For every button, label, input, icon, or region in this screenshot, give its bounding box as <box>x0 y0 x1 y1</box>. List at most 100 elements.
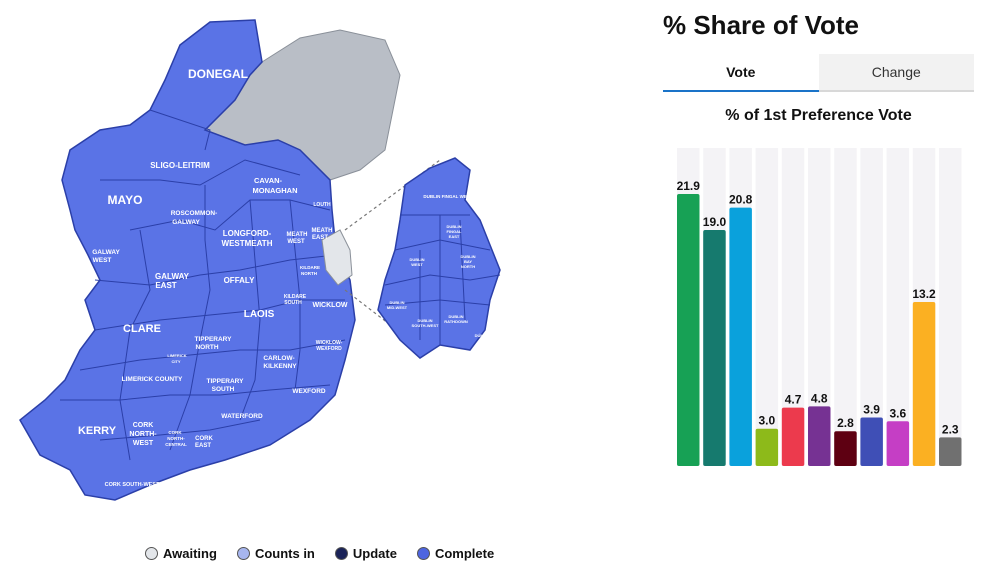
bar-value-label: 3.9 <box>863 403 880 417</box>
label-limerick-county: LIMERICK COUNTY <box>122 376 183 383</box>
label-kildare-north-2: NORTH <box>301 271 317 276</box>
label-kildare-north-1: KILDARE <box>300 265 320 270</box>
label-galway-west-1: GALWAY <box>92 249 120 256</box>
constituency-boundaries <box>60 109 346 461</box>
label-dublin-west-1: DUBLIN <box>409 257 424 262</box>
label-dublin-south-west-1: DUBLIN <box>417 318 432 323</box>
label-dublin-mid-west-1: DUBLIN <box>389 300 404 305</box>
label-dublin-south-west-2: SOUTH-WEST <box>412 323 439 328</box>
bar[interactable] <box>886 421 910 466</box>
legend-label-complete: Complete <box>434 545 495 561</box>
dublin-inset[interactable] <box>377 157 501 359</box>
bar-background <box>939 148 962 466</box>
bar[interactable] <box>677 194 700 466</box>
bar-value-label: 20.8 <box>729 193 753 207</box>
bar[interactable] <box>834 431 857 466</box>
label-offaly: OFFALY <box>224 276 255 285</box>
label-cork-east-1: CORK <box>195 436 213 442</box>
legend-dot-awaiting <box>145 546 158 560</box>
tab-vote[interactable]: Vote <box>663 54 819 92</box>
label-donegal: DONEGAL <box>188 67 248 81</box>
label-cork-north-west-2: NORTH- <box>129 431 157 438</box>
label-meath-west-1: MEATH <box>287 232 308 238</box>
map-legend: Awaiting Counts in Update Complete <box>145 543 494 563</box>
label-cork-north-central-1: CORK <box>168 430 182 435</box>
label-wicklow-wexford-1: WICKLOW- <box>316 340 343 346</box>
label-cork-east-2: EAST <box>195 443 211 449</box>
bar-background <box>886 148 910 466</box>
label-galway-west-2: WEST <box>93 257 112 264</box>
label-dublin-mid-west-2: MID-WEST <box>387 305 408 310</box>
label-dublin-bay-north-3: NORTH <box>461 264 475 269</box>
legend-dot-counts-in <box>236 546 250 560</box>
label-limerick-city-1: LIMERICK <box>167 353 186 358</box>
label-dublin-bay-north-2: BAY <box>464 259 472 264</box>
legend-item-awaiting: Awaiting <box>145 546 217 561</box>
label-roscommon-galway-1: ROSCOMMON- <box>171 210 218 217</box>
label-louth: LOUTH <box>313 202 331 208</box>
bar[interactable] <box>729 207 752 466</box>
label-dublin-rathdown-1: DUBLIN <box>448 314 463 319</box>
bar-background <box>860 148 883 466</box>
label-cork-north-west-1: CORK <box>133 422 154 429</box>
bar-background <box>808 148 831 466</box>
label-dublin-fingal-east-1: DUBLIN <box>446 224 461 229</box>
label-cavan-monaghan-1: CAVAN- <box>254 176 283 185</box>
bar[interactable] <box>912 302 936 466</box>
vote-share-panel: % Share of Vote Vote Change % of 1st Pre… <box>663 0 975 573</box>
label-dublin-fingal-east-2: FINGAL <box>447 229 462 234</box>
label-cavan-monaghan-2: MONAGHAN <box>253 186 298 195</box>
bar-value-label: 2.3 <box>942 422 959 436</box>
label-wicklow-wexford-2: WEXFORD <box>316 346 342 352</box>
bar-value-label: 3.6 <box>890 406 907 420</box>
label-dun-laoghaire: DÚN <box>475 333 484 338</box>
bar[interactable] <box>939 437 962 466</box>
label-carlow-kilkenny-2: KILKENNY <box>263 363 297 370</box>
dublin-region[interactable] <box>321 229 353 286</box>
first-preference-bar-chart: 21.9 19.020.8 3.0 4.7 4.8 2.8 3.9 3.6 13.2 2.3 <box>677 148 962 466</box>
label-meath-west-2: WEST <box>287 239 305 245</box>
label-longford-westmeath-2: WESTMEATH <box>222 239 273 248</box>
label-cork-south-west: CORK SOUTH-WEST <box>105 482 160 488</box>
label-cork-north-central-2: NORTH- <box>167 436 185 441</box>
label-mayo: MAYO <box>108 193 143 207</box>
label-dublin-rathdown-2: RATHDOWN <box>444 319 468 324</box>
label-limerick-city-2: CITY <box>171 359 180 364</box>
bar[interactable] <box>781 407 805 466</box>
bar-value-label: 2.8 <box>837 416 854 430</box>
legend-label-awaiting: Awaiting <box>163 545 217 561</box>
label-wexford: WEXFORD <box>292 388 326 395</box>
label-dublin-bay-north-1: DUBLIN <box>460 254 475 259</box>
tab-bar: Vote Change <box>663 54 974 92</box>
legend-dot-complete <box>416 546 430 560</box>
label-galway-east-1: GALWAY <box>155 272 190 281</box>
constituency-labels: DONEGAL SLIGO-LEITRIM MAYO CAVAN- MONAGH… <box>78 67 483 488</box>
bar-value-label: 21.9 <box>677 179 701 193</box>
ireland-landmass[interactable] <box>19 19 356 501</box>
bar-background <box>755 148 779 466</box>
bar[interactable] <box>860 417 883 466</box>
bar[interactable] <box>808 406 831 466</box>
ireland-constituency-map[interactable]: DONEGAL SLIGO-LEITRIM MAYO CAVAN- MONAGH… <box>0 0 620 530</box>
label-meath-east-2: EAST <box>312 235 328 241</box>
bar-value-label: 4.7 <box>785 393 802 407</box>
bar[interactable] <box>703 230 726 466</box>
label-clare: CLARE <box>123 323 161 335</box>
label-carlow-kilkenny-1: CARLOW- <box>263 355 294 362</box>
label-meath-east-1: MEATH <box>312 228 333 234</box>
legend-label-counts-in: Counts in <box>254 545 315 561</box>
tab-change[interactable]: Change <box>818 54 974 92</box>
label-tipperary-south-2: SOUTH <box>212 386 235 393</box>
bar[interactable] <box>755 428 779 466</box>
label-longford-westmeath-1: LONGFORD- <box>223 229 272 238</box>
legend-label-update: Update <box>352 545 397 561</box>
label-galway-east-2: EAST <box>155 281 176 290</box>
bar-value-label: 13.2 <box>912 287 936 301</box>
chart-title: % of 1st Preference Vote <box>725 107 912 124</box>
bar-background <box>781 148 805 466</box>
legend-item-complete: Complete <box>416 545 495 561</box>
label-kerry: KERRY <box>78 425 117 437</box>
dublin-inset-boundaries <box>384 214 501 345</box>
bar-value-label: 3.0 <box>759 414 776 428</box>
label-cork-north-central-3: CENTRAL <box>165 442 187 447</box>
